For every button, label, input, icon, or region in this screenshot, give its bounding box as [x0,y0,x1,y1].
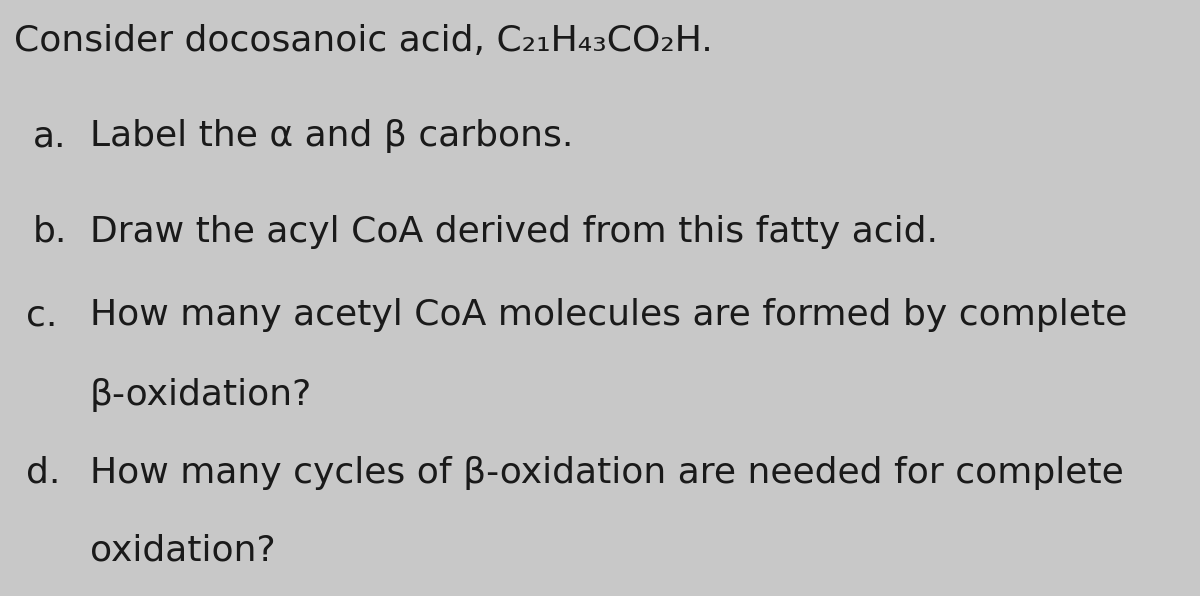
Text: Label the α and β carbons.: Label the α and β carbons. [90,119,574,153]
Text: Draw the acyl CoA derived from this fatty acid.: Draw the acyl CoA derived from this fatt… [90,215,938,249]
Text: d.: d. [26,456,61,490]
Text: Consider docosanoic acid, C₂₁H₄₃CO₂H.: Consider docosanoic acid, C₂₁H₄₃CO₂H. [14,24,713,58]
Text: How many acetyl CoA molecules are formed by complete: How many acetyl CoA molecules are formed… [90,298,1127,332]
Text: β-oxidation?: β-oxidation? [90,378,312,412]
Text: oxidation?: oxidation? [90,533,276,567]
Text: How many cycles of β-oxidation are needed for complete: How many cycles of β-oxidation are neede… [90,456,1123,490]
Text: c.: c. [26,298,58,332]
Text: a.: a. [32,119,66,153]
Text: b.: b. [32,215,67,249]
